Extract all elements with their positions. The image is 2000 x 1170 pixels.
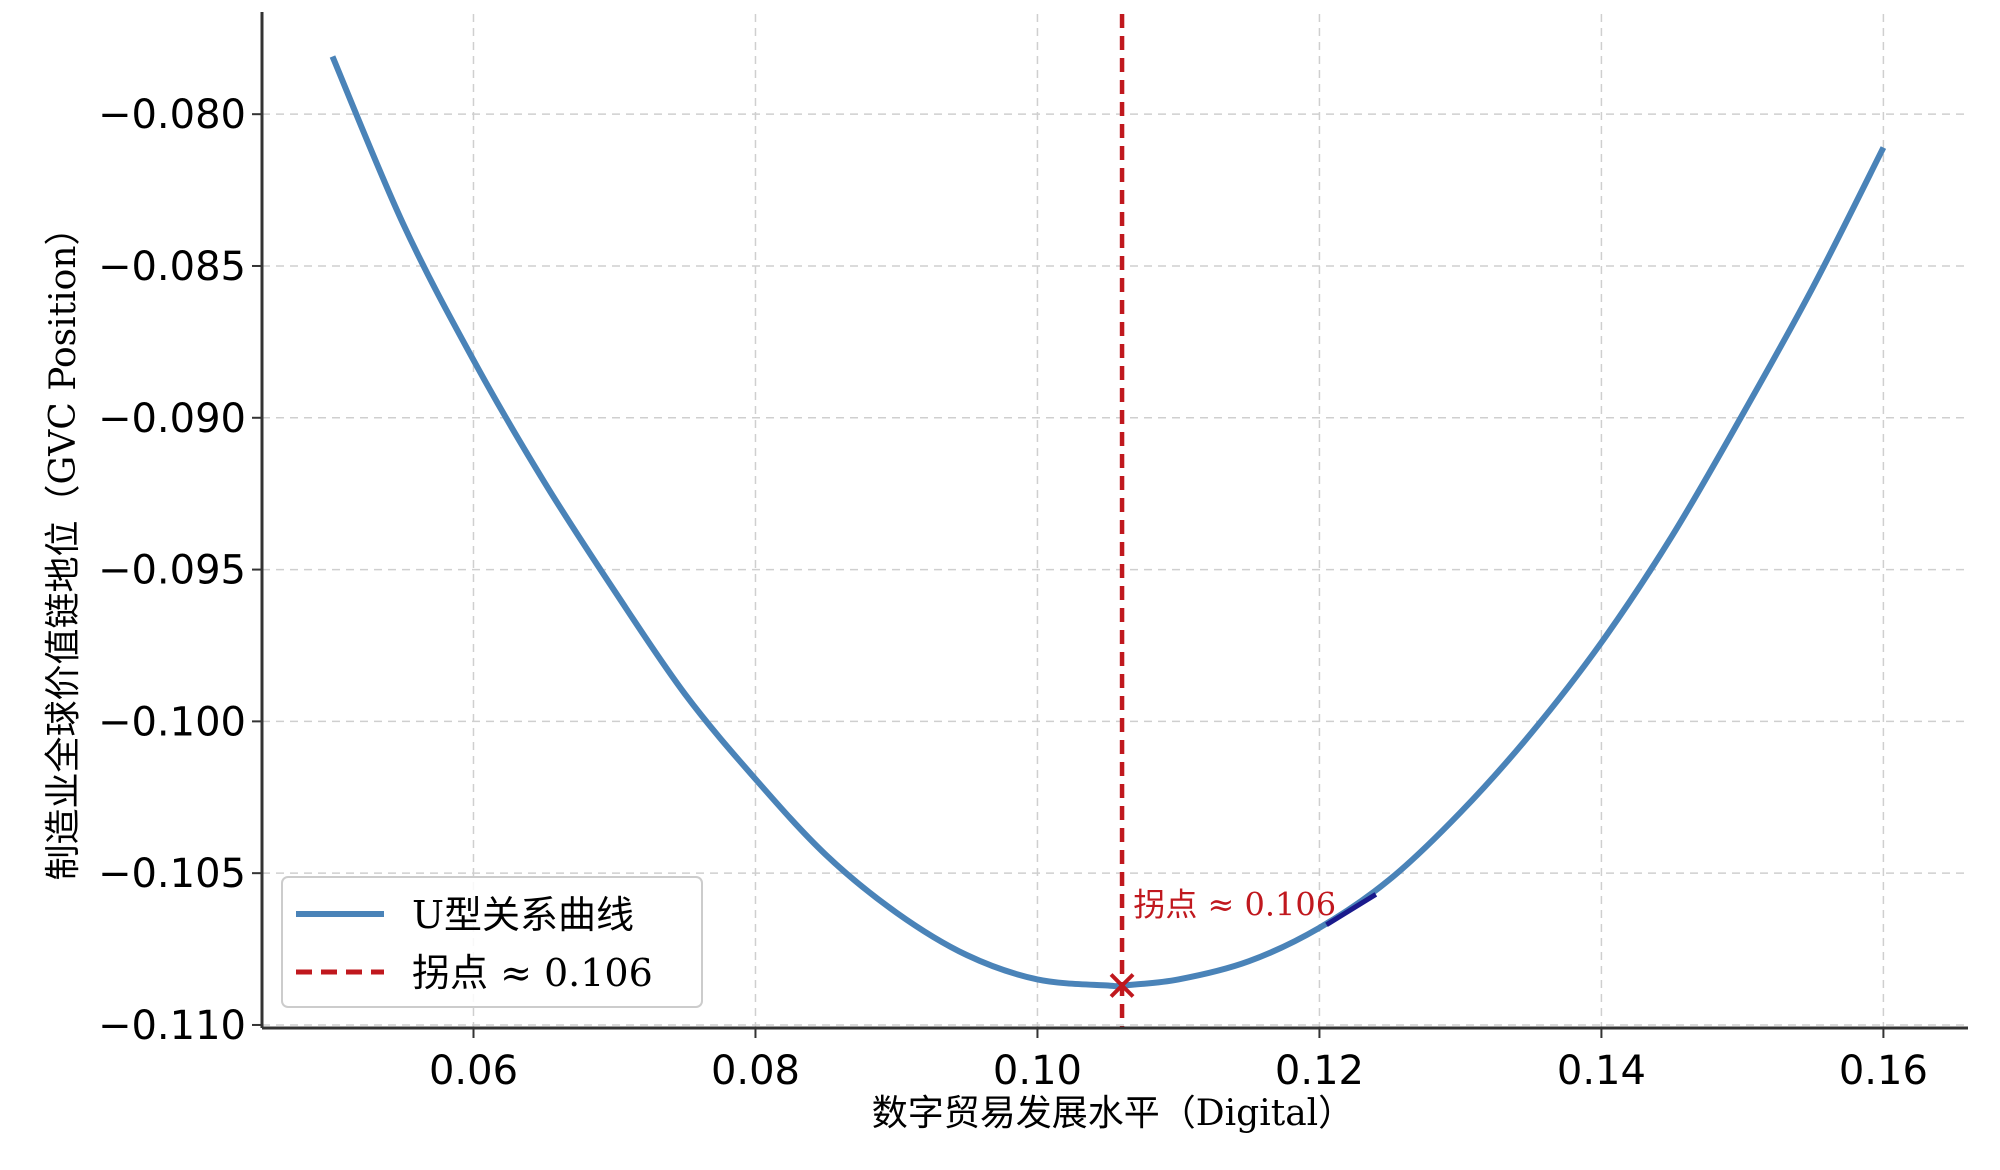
- x-tick-label-1: 0.08: [711, 1048, 800, 1094]
- x-tick-label-5: 0.16: [1839, 1048, 1928, 1094]
- y-axis-label: 制造业全球价值链地位（GVC Position）: [43, 209, 84, 880]
- turning-point-annotation: 拐点 ≈ 0.106: [1133, 886, 1336, 924]
- axes: [260, 12, 1968, 1030]
- x-axis-ticks: 0.06 0.08 0.10 0.12 0.14 0.16: [429, 1028, 1928, 1094]
- legend-frame: [281, 876, 703, 1008]
- annotation-layer: 拐点 ≈ 0.106: [1133, 886, 1378, 927]
- legend-label-curve: U型关系曲线: [412, 893, 634, 937]
- grid-lines: [262, 14, 1968, 1028]
- y-tick-label-4: −0.100: [98, 699, 246, 745]
- y-tick-label-3: −0.095: [98, 548, 246, 594]
- y-tick-label-1: −0.085: [98, 244, 246, 290]
- turning-point-marker-stroke-b: [1109, 973, 1135, 998]
- y-tick-label-5: −0.105: [98, 851, 246, 897]
- y-tick-label-6: −0.110: [98, 1003, 246, 1049]
- y-tick-label-0: −0.080: [98, 92, 246, 138]
- x-axis-label: 数字贸易发展水平（Digital）: [872, 1093, 1354, 1134]
- turning-point-marker-layer: [1109, 973, 1135, 998]
- y-tick-label-2: −0.090: [98, 396, 246, 442]
- series-line-u-curve: [329, 55, 1887, 990]
- turning-point-marker: [1109, 973, 1135, 998]
- x-tick-label-4: 0.14: [1557, 1048, 1646, 1094]
- x-tick-label-0: 0.06: [429, 1048, 518, 1094]
- legend-label-turning-point: 拐点 ≈ 0.106: [412, 951, 653, 995]
- legend: U型关系曲线 拐点 ≈ 0.106: [281, 876, 703, 1008]
- y-axis-ticks: −0.080 −0.085 −0.090 −0.095 −0.100 −0.105 −0.1…: [98, 92, 262, 1049]
- series-layer: [329, 55, 1887, 990]
- annotation-arrow: [1325, 892, 1378, 927]
- x-tick-label-2: 0.10: [993, 1048, 1082, 1094]
- x-tick-label-3: 0.12: [1275, 1048, 1364, 1094]
